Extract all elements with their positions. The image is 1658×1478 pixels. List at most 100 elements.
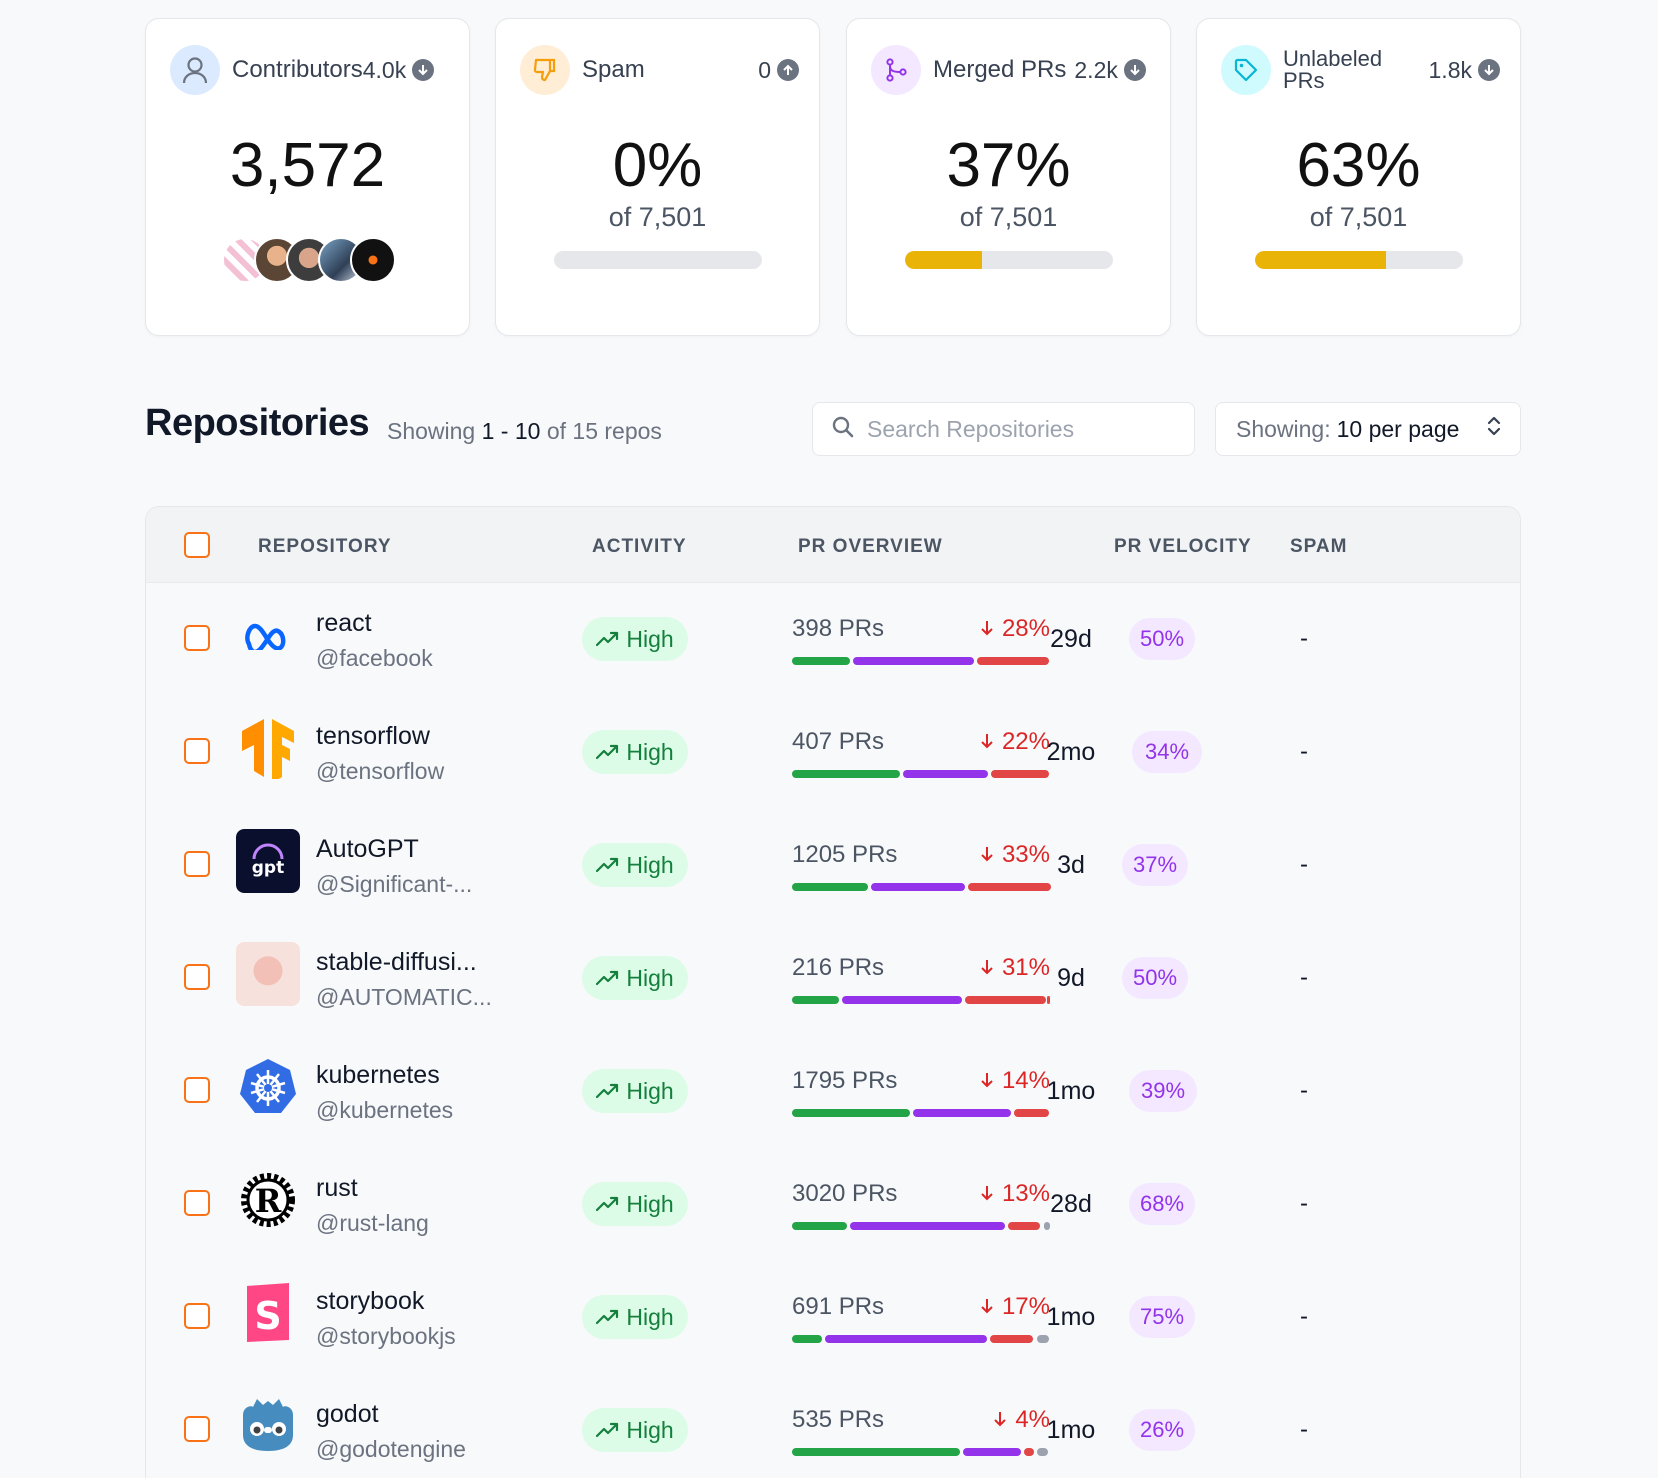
pr-change-label: 17% xyxy=(1001,1293,1050,1320)
pr-bar-segment-open xyxy=(853,657,974,665)
repo-name[interactable]: AutoGPT xyxy=(316,835,419,863)
select-all-checkbox[interactable] xyxy=(184,532,210,558)
contributors-count-value: 4.0k xyxy=(362,56,407,83)
chevron-up-down-icon xyxy=(1486,414,1502,444)
repo-logo[interactable]: S xyxy=(236,1281,300,1345)
table-row[interactable]: S storybook @storybookjs High 691 PRs 17… xyxy=(146,1261,1520,1374)
row-checkbox[interactable] xyxy=(184,738,210,764)
row-checkbox[interactable] xyxy=(184,1077,210,1103)
pr-bar-segment-merged xyxy=(792,996,839,1004)
repo-name[interactable]: tensorflow xyxy=(316,722,430,750)
pr-overview-bar xyxy=(792,770,1050,778)
search-input[interactable] xyxy=(867,415,1187,443)
git-merge-icon xyxy=(871,45,921,95)
thumbs-down-icon xyxy=(520,45,570,95)
repo-logo[interactable] xyxy=(236,603,300,667)
table-row[interactable]: gpt AutoGPT @Significant-... High 1205 P… xyxy=(146,809,1520,922)
table-row[interactable]: godot @godotengine High 535 PRs 4% 1mo 2… xyxy=(146,1374,1520,1478)
row-checkbox[interactable] xyxy=(184,1416,210,1442)
spam-value: - xyxy=(1300,964,1308,991)
merged-prs-value: 37% xyxy=(946,131,1071,200)
pr-bar-segment-merged xyxy=(792,657,850,665)
row-checkbox[interactable] xyxy=(184,851,210,877)
column-header-repository[interactable]: REPOSITORY xyxy=(258,536,392,557)
pr-velocity: 29d xyxy=(1050,625,1092,653)
row-checkbox[interactable] xyxy=(184,1303,210,1329)
repo-org[interactable]: @Significant-... xyxy=(316,871,473,897)
table-row[interactable]: R rust @rust-lang High 3020 PRs 13% 28d … xyxy=(146,1148,1520,1261)
pr-velocity: 1mo xyxy=(1046,1077,1096,1105)
stat-cards: Contributors 4.0k 3,572 Spam 0 0% xyxy=(145,18,1521,336)
repo-logo[interactable]: R xyxy=(236,1168,300,1232)
svg-text:R: R xyxy=(255,1182,282,1220)
pr-change-label: 33% xyxy=(1001,841,1050,868)
spam-value: - xyxy=(1300,1416,1308,1443)
unlabeled-prs-card: Unlabeled PRs 1.8k 63% of 7,501 xyxy=(1196,18,1521,336)
repo-org[interactable]: @tensorflow xyxy=(316,758,445,784)
repo-org[interactable]: @AUTOMATIC... xyxy=(316,984,492,1010)
pr-bar-segment-open xyxy=(842,996,962,1004)
repo-logo[interactable]: gpt xyxy=(236,829,300,893)
unlabeled-prs-count: 1.8k xyxy=(1429,57,1500,84)
pr-change: 22% xyxy=(916,728,1050,758)
table-row[interactable]: react @facebook High 398 PRs 28% 29d 50%… xyxy=(146,583,1520,696)
column-header-activity[interactable]: ACTIVITY xyxy=(592,536,687,557)
avatar[interactable] xyxy=(349,237,396,283)
pr-velocity: 9d xyxy=(1057,964,1085,992)
repo-logo[interactable] xyxy=(236,942,300,1006)
column-header-pr-overview[interactable]: PR OVERVIEW xyxy=(798,536,943,557)
showing-range: 1 - 10 xyxy=(481,418,541,444)
search-box[interactable] xyxy=(812,402,1195,456)
repo-name[interactable]: storybook xyxy=(316,1287,425,1315)
per-page-select[interactable]: Showing: 10 per page xyxy=(1215,402,1521,456)
repo-logo[interactable] xyxy=(236,1055,300,1119)
row-checkbox[interactable] xyxy=(184,964,210,990)
pr-change-label: 4% xyxy=(1015,1406,1050,1433)
column-header-pr-velocity[interactable]: PR VELOCITY xyxy=(1114,536,1252,557)
arrow-up-icon xyxy=(777,59,799,81)
pr-change: 33% xyxy=(916,841,1050,871)
activity-label: High xyxy=(626,851,674,878)
activity-label: High xyxy=(626,1416,674,1443)
repo-name[interactable]: godot xyxy=(316,1400,379,1428)
repo-org[interactable]: @godotengine xyxy=(316,1436,466,1462)
table-row[interactable]: kubernetes @kubernetes High 1795 PRs 14%… xyxy=(146,1035,1520,1148)
pr-bar-segment-open xyxy=(871,883,965,891)
activity-badge: High xyxy=(582,1408,688,1452)
pr-change-value: 33% xyxy=(960,841,1050,869)
row-checkbox[interactable] xyxy=(184,1190,210,1216)
pr-bar-segment-open xyxy=(850,1222,1005,1230)
repo-org[interactable]: @facebook xyxy=(316,645,433,671)
repo-org[interactable]: @storybookjs xyxy=(316,1323,456,1349)
pr-overview-bar xyxy=(792,1448,1050,1456)
row-checkbox[interactable] xyxy=(184,625,210,651)
repo-name[interactable]: kubernetes xyxy=(316,1061,440,1089)
repo-logo[interactable] xyxy=(236,1394,300,1458)
velocity-percent-badge: 50% xyxy=(1129,618,1195,660)
pr-change-label: 14% xyxy=(1001,1067,1050,1094)
column-header-spam[interactable]: SPAM xyxy=(1290,536,1348,557)
svg-text:gpt: gpt xyxy=(252,858,284,878)
repo-logo[interactable] xyxy=(236,716,300,780)
repo-name[interactable]: stable-diffusi... xyxy=(316,948,477,976)
pr-velocity: 3d xyxy=(1057,851,1085,879)
table-row[interactable]: tensorflow @tensorflow High 407 PRs 22% … xyxy=(146,696,1520,809)
arrow-down-icon xyxy=(981,1073,993,1088)
spam-value: - xyxy=(1300,1303,1308,1330)
repo-org[interactable]: @kubernetes xyxy=(316,1097,454,1123)
showing-prefix: Showing xyxy=(387,418,476,444)
repo-name[interactable]: rust xyxy=(316,1174,358,1202)
pr-change: 4% xyxy=(916,1406,1050,1436)
repo-org[interactable]: @rust-lang xyxy=(316,1210,429,1236)
pr-change-label: 22% xyxy=(1001,728,1050,755)
pr-overview-bar xyxy=(792,1335,1050,1343)
repo-name[interactable]: react xyxy=(316,609,372,637)
activity-label: High xyxy=(626,738,674,765)
pr-change-value: 22% xyxy=(960,728,1050,756)
activity-label: High xyxy=(626,1303,674,1330)
per-page-label: Showing: xyxy=(1236,415,1331,442)
table-row[interactable]: stable-diffusi... @AUTOMATIC... High 216… xyxy=(146,922,1520,1035)
spam-progress-bar xyxy=(554,251,762,269)
pr-change: 17% xyxy=(916,1293,1050,1323)
merged-prs-count: 2.2k xyxy=(1074,57,1146,84)
